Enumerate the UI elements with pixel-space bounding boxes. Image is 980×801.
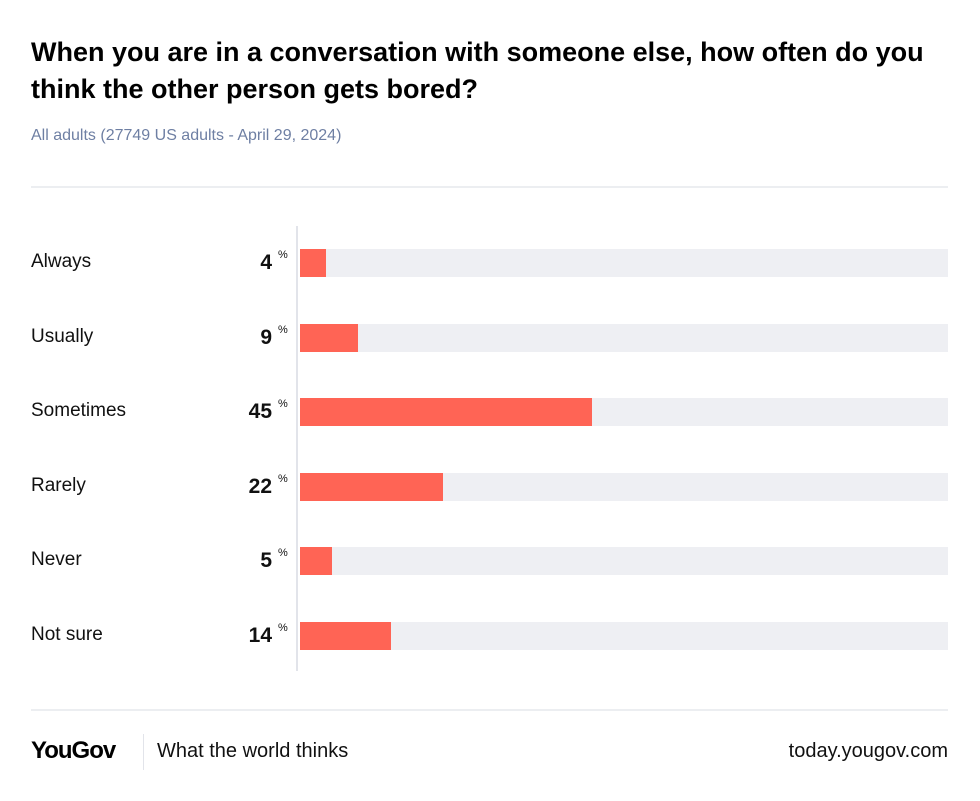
tagline: What the world thinks <box>157 740 349 762</box>
bar <box>300 547 333 575</box>
bar-track <box>300 323 948 352</box>
bar <box>300 249 326 277</box>
bar-track <box>300 398 948 426</box>
percent-sign: % <box>278 323 288 336</box>
value-label: 9 <box>260 325 272 349</box>
category-label: Sometimes <box>31 400 127 421</box>
bar-row: Always 4 % <box>0 249 980 277</box>
category-label: Not sure <box>31 623 103 645</box>
yougov-logo: YouGov <box>31 737 116 764</box>
category-label: Always <box>31 251 92 272</box>
category-label: Usually <box>31 325 94 347</box>
category-label: Never <box>31 549 82 570</box>
bar <box>300 323 359 352</box>
bar-row: Usually 9 % <box>0 323 980 352</box>
axis-line <box>296 226 298 671</box>
bar <box>300 472 443 501</box>
bar-row: Sometimes 45 % <box>0 398 980 426</box>
bar-row: Not sure 14 % <box>0 621 980 650</box>
bottom-divider <box>31 709 948 711</box>
chart-subtitle: All adults (27749 US adults - April 29, … <box>31 127 342 144</box>
bar-row: Rarely 22 % <box>0 472 980 501</box>
value-label: 22 <box>248 474 272 498</box>
percent-sign: % <box>278 472 288 485</box>
bar <box>300 621 391 650</box>
bar-track <box>300 547 948 575</box>
value-label: 14 <box>248 623 272 647</box>
bar-track <box>300 249 948 277</box>
value-label: 4 <box>260 251 272 274</box>
value-label: 5 <box>260 549 272 572</box>
footer-separator <box>143 734 144 770</box>
bar-track <box>300 621 948 650</box>
percent-sign: % <box>278 398 288 410</box>
percent-sign: % <box>278 249 288 261</box>
bar <box>300 398 592 426</box>
site-url[interactable]: today.yougov.com <box>788 740 948 762</box>
chart-title: When you are in a conversation with some… <box>31 37 924 104</box>
value-label: 45 <box>248 400 272 423</box>
percent-sign: % <box>278 547 288 559</box>
bar-row: Never 5 % <box>0 547 980 575</box>
top-divider <box>31 186 948 188</box>
category-label: Rarely <box>31 474 86 496</box>
percent-sign: % <box>278 621 288 634</box>
bar-track <box>300 472 948 501</box>
